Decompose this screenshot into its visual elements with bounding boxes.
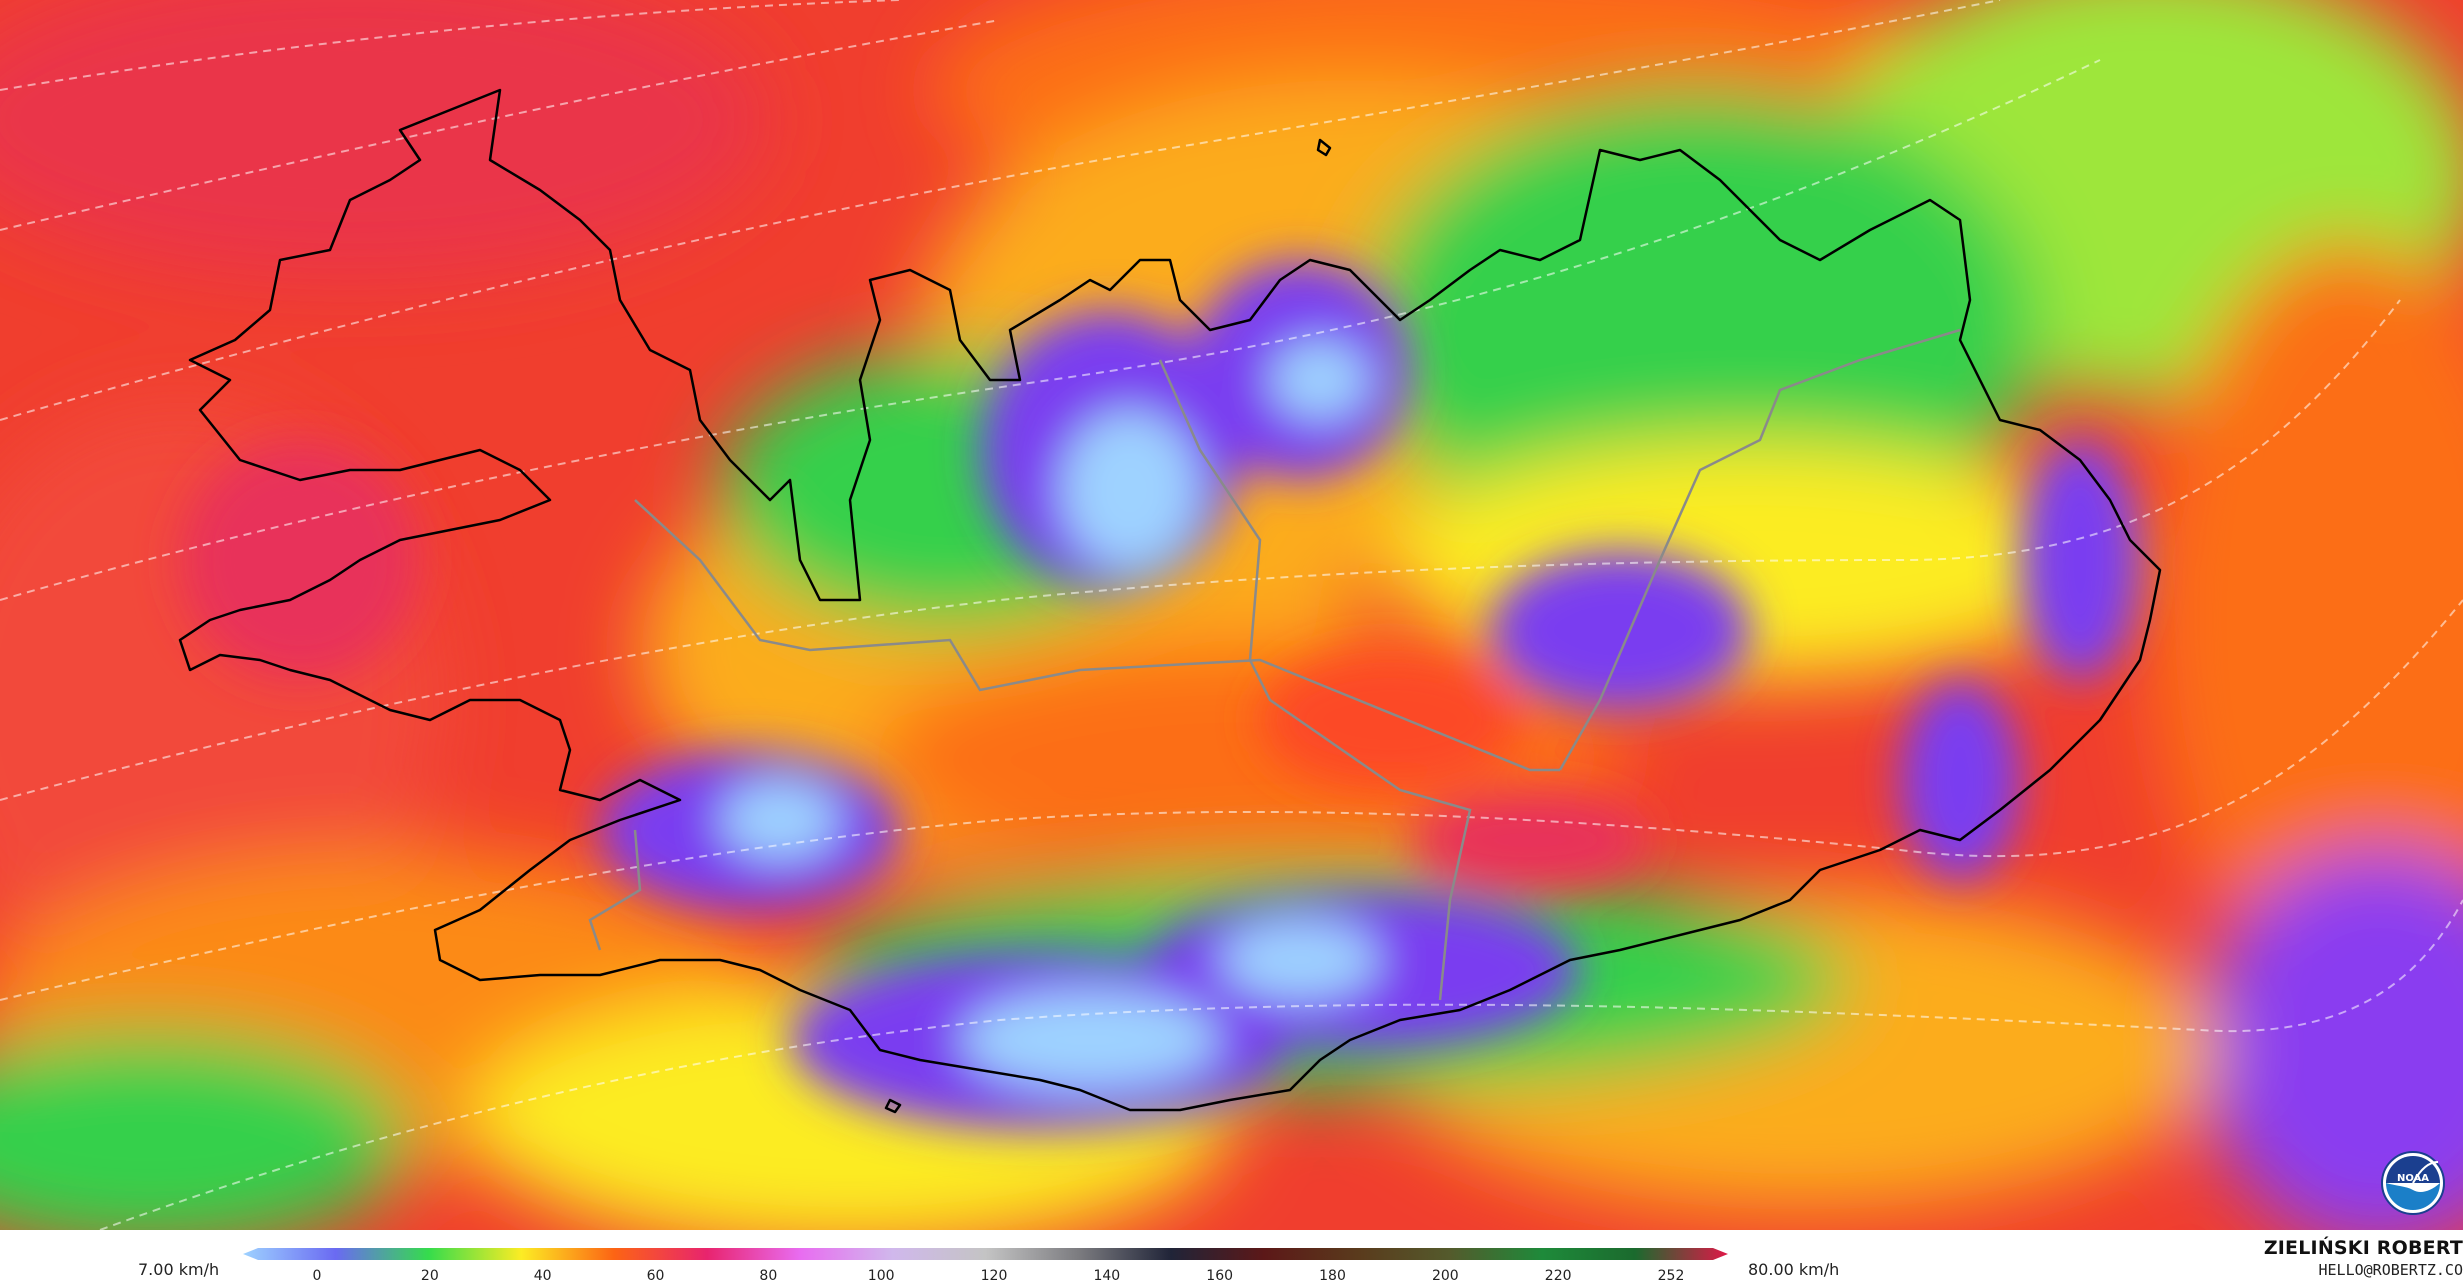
wind-field bbox=[0, 0, 2463, 1230]
color-scale-ticks: 0 20 40 60 80 100 120 140 160 180 200 220 252 bbox=[313, 1268, 1685, 1284]
color-scale-tick-label: 160 bbox=[1206, 1268, 1233, 1284]
color-scale-tick-label: 20 bbox=[421, 1268, 439, 1284]
noaa-logo-label: NOAA bbox=[2397, 1173, 2429, 1184]
wind-speed-map bbox=[0, 0, 2463, 1230]
color-scale-tick-label: 120 bbox=[981, 1268, 1008, 1284]
color-scale-tick-label: 40 bbox=[534, 1268, 552, 1284]
color-scale-tick-label: 252 bbox=[1658, 1268, 1685, 1284]
noaa-logo-icon: NOAA bbox=[2381, 1151, 2445, 1215]
region-borders bbox=[588, 328, 1961, 1001]
legend-min-value: 7.00 km/h bbox=[138, 1260, 220, 1279]
color-scale-tick-label: 140 bbox=[1093, 1268, 1120, 1284]
color-scale-tick-label: 200 bbox=[1432, 1268, 1459, 1284]
legend-max-value: 80.00 km/h bbox=[1748, 1260, 1840, 1279]
coastline bbox=[178, 88, 2162, 1114]
color-scale-tick-label: 60 bbox=[647, 1268, 665, 1284]
legend-bar: 7.00 km/h 0 20 40 60 80 100 120 140 160 180 200 220… bbox=[0, 1230, 2463, 1287]
color-scale-tick-label: 180 bbox=[1319, 1268, 1346, 1284]
color-scale: 0 20 40 60 80 100 120 140 160 180 200 220 252 bbox=[243, 1248, 1728, 1284]
color-scale-bar bbox=[243, 1248, 1728, 1260]
color-scale-tick-label: 100 bbox=[868, 1268, 895, 1284]
pressure-isolines bbox=[0, 0, 2463, 1230]
color-scale-tick-label: 220 bbox=[1545, 1268, 1572, 1284]
author-credit: ZIELIŃSKI ROBERT HELLO@ROBERTZ.CO bbox=[2264, 1236, 2463, 1280]
color-scale-tick-label: 80 bbox=[759, 1268, 777, 1284]
author-email: HELLO@ROBERTZ.CO bbox=[2318, 1261, 2463, 1279]
color-scale-tick-label: 0 bbox=[313, 1268, 322, 1284]
author-name: ZIELIŃSKI ROBERT bbox=[2263, 1237, 2463, 1259]
